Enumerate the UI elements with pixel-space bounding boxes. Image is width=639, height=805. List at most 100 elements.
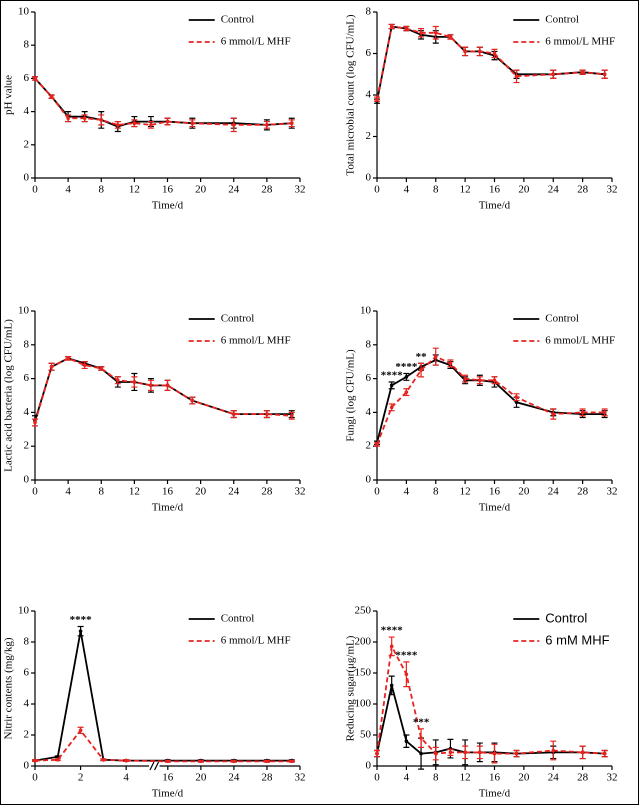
x-tick-label: 8 (99, 184, 105, 196)
x-tick-label: 16 (162, 486, 174, 498)
x-axis-label: Time/d (479, 502, 511, 514)
x-tick-label: 16 (489, 184, 501, 196)
y-tick-label: 10 (18, 6, 30, 18)
legend-label: Control (545, 610, 587, 625)
x-tick-label: 28 (577, 184, 589, 196)
data-point (190, 121, 195, 126)
y-axis-label: Lactic acid bacteria (log CFU/mL) (3, 319, 15, 472)
y-tick-label: 10 (18, 305, 30, 317)
x-tick-label: 32 (295, 184, 306, 196)
data-point (99, 366, 104, 371)
data-point (580, 410, 585, 415)
data-point (190, 398, 195, 403)
data-point (492, 378, 497, 383)
axis-break (154, 761, 160, 771)
x-tick-label: 0 (374, 184, 380, 196)
legend-label: 6 mmol/L MHF (545, 335, 615, 347)
x-tick-label: 32 (295, 772, 306, 784)
x-tick-label: 24 (228, 486, 240, 498)
data-point (101, 758, 106, 762)
x-tick-label: 20 (195, 486, 207, 498)
data-point (166, 759, 170, 764)
data-point (165, 383, 170, 388)
data-point (375, 751, 379, 756)
data-point (404, 390, 409, 394)
x-tick-label: 16 (489, 772, 501, 784)
data-point (82, 116, 87, 121)
x-tick-label: 32 (295, 486, 306, 498)
data-point (404, 26, 409, 31)
series-line (34, 728, 292, 763)
data-point (492, 751, 497, 756)
x-tick-label: 28 (261, 772, 273, 784)
x-tick-label: 20 (518, 486, 530, 498)
x-tick-label: 28 (577, 486, 589, 498)
x-tick-label: 32 (607, 184, 618, 196)
x-tick-label: 28 (261, 486, 273, 498)
x-axis-label: Time/d (152, 788, 184, 800)
x-tick-label: 16 (489, 486, 501, 498)
data-point (82, 363, 87, 367)
x-tick-label: 20 (518, 772, 530, 784)
data-point (514, 395, 519, 399)
data-point (433, 354, 438, 359)
x-tick-label: 4 (65, 486, 71, 498)
annotation: **** (70, 614, 93, 626)
data-point (199, 759, 203, 764)
y-tick-label: 4 (24, 698, 30, 710)
y-tick-label: 8 (24, 636, 30, 648)
y-tick-label: 0 (366, 760, 372, 772)
x-axis-label: Time/d (479, 788, 511, 800)
data-point (419, 368, 423, 372)
x-tick-label: 2 (78, 772, 84, 784)
x-tick-label: 0 (32, 184, 38, 196)
data-point (404, 672, 409, 677)
x-tick-label: 24 (548, 772, 560, 784)
y-axis-label: Reducing sugar(μg/mL) (345, 635, 357, 741)
y-tick-label: 2 (24, 138, 30, 150)
data-point (231, 412, 236, 416)
data-point (478, 49, 482, 54)
x-tick-label: 8 (433, 772, 439, 784)
x-tick-label: 24 (548, 486, 560, 498)
x-tick-label: 4 (404, 184, 410, 196)
data-point (265, 412, 269, 416)
data-point (602, 751, 607, 756)
x-tick-label: 4 (65, 184, 71, 196)
data-point (149, 123, 153, 127)
data-point (33, 758, 37, 763)
y-axis-label: pH value (3, 75, 15, 115)
axis-break (149, 761, 155, 771)
data-point (389, 644, 394, 649)
x-tick-label: 12 (460, 486, 471, 498)
y-axis-label: Total microbial count (log CFU/mL) (345, 14, 357, 175)
x-tick-label: 16 (162, 184, 174, 196)
data-point (389, 24, 394, 29)
data-point (389, 683, 394, 688)
data-point (602, 410, 607, 415)
x-tick-label: 8 (99, 486, 105, 498)
y-tick-label: 200 (355, 636, 372, 648)
y-tick-label: 100 (355, 698, 372, 710)
data-point (116, 378, 120, 383)
data-point (33, 420, 37, 425)
data-point (448, 750, 453, 755)
data-point (551, 748, 556, 753)
data-point (478, 750, 482, 755)
y-tick-label: 8 (366, 338, 372, 350)
annotation: **** (395, 649, 418, 661)
x-tick-label: 24 (228, 184, 240, 196)
y-tick-label: 6 (24, 667, 30, 679)
y-tick-label: 2 (366, 440, 372, 452)
data-point (404, 375, 409, 379)
data-point (375, 97, 379, 101)
data-point (389, 405, 394, 410)
data-point (551, 72, 556, 77)
legend-label: 6 mmol/L MHF (221, 335, 291, 347)
data-point (492, 51, 497, 56)
x-axis-label: Time/d (479, 200, 511, 212)
data-point (580, 750, 585, 755)
y-axis-label: Fungi (log CFU/mL) (345, 349, 357, 442)
y-tick-label: 250 (355, 605, 372, 617)
annotation: **** (381, 625, 404, 637)
